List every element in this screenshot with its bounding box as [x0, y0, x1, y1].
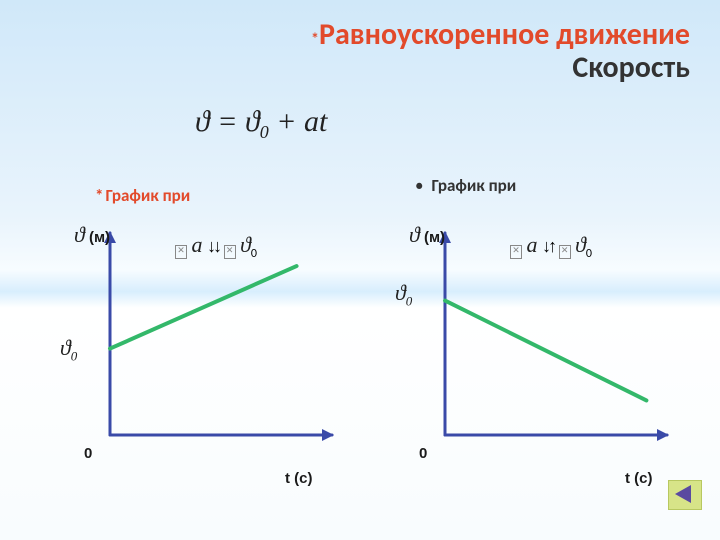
- title-sub: Скорость: [311, 51, 690, 84]
- equation: ϑ = ϑ0 + at: [195, 105, 327, 143]
- y-axis-label-left: ϑ (м): [74, 222, 110, 248]
- asterisk-icon: *: [311, 30, 319, 49]
- nav-back-button[interactable]: [668, 480, 702, 510]
- title-block: *Равноускоренное движение Скорость: [311, 18, 690, 84]
- asterisk-icon: *: [95, 185, 103, 206]
- x-axis-label-left: t (с): [285, 470, 313, 487]
- origin-label-right: 0: [419, 445, 427, 462]
- caption-left-text: График при: [105, 185, 190, 206]
- origin-label-left: 0: [84, 445, 92, 462]
- title-line1: *Равноускоренное движение: [311, 18, 690, 51]
- triangle-left-icon: [669, 481, 699, 507]
- y0-label-right: ϑ0: [395, 280, 412, 309]
- bullet-icon: •: [415, 175, 423, 196]
- slide: *Равноускоренное движение Скорость ϑ = ϑ…: [0, 0, 720, 540]
- chart-right: [415, 225, 675, 460]
- caption-right-text: График при: [431, 175, 516, 196]
- caption-right: • График при: [415, 175, 516, 196]
- chart-left: [80, 225, 340, 460]
- y-axis-label-right: ϑ (м): [409, 222, 445, 248]
- x-axis-label-right: t (с): [625, 470, 653, 487]
- title-main: Равноускоренное движение: [319, 16, 690, 53]
- y0-label-left: ϑ0: [60, 335, 77, 364]
- caption-left: *График при: [95, 185, 190, 206]
